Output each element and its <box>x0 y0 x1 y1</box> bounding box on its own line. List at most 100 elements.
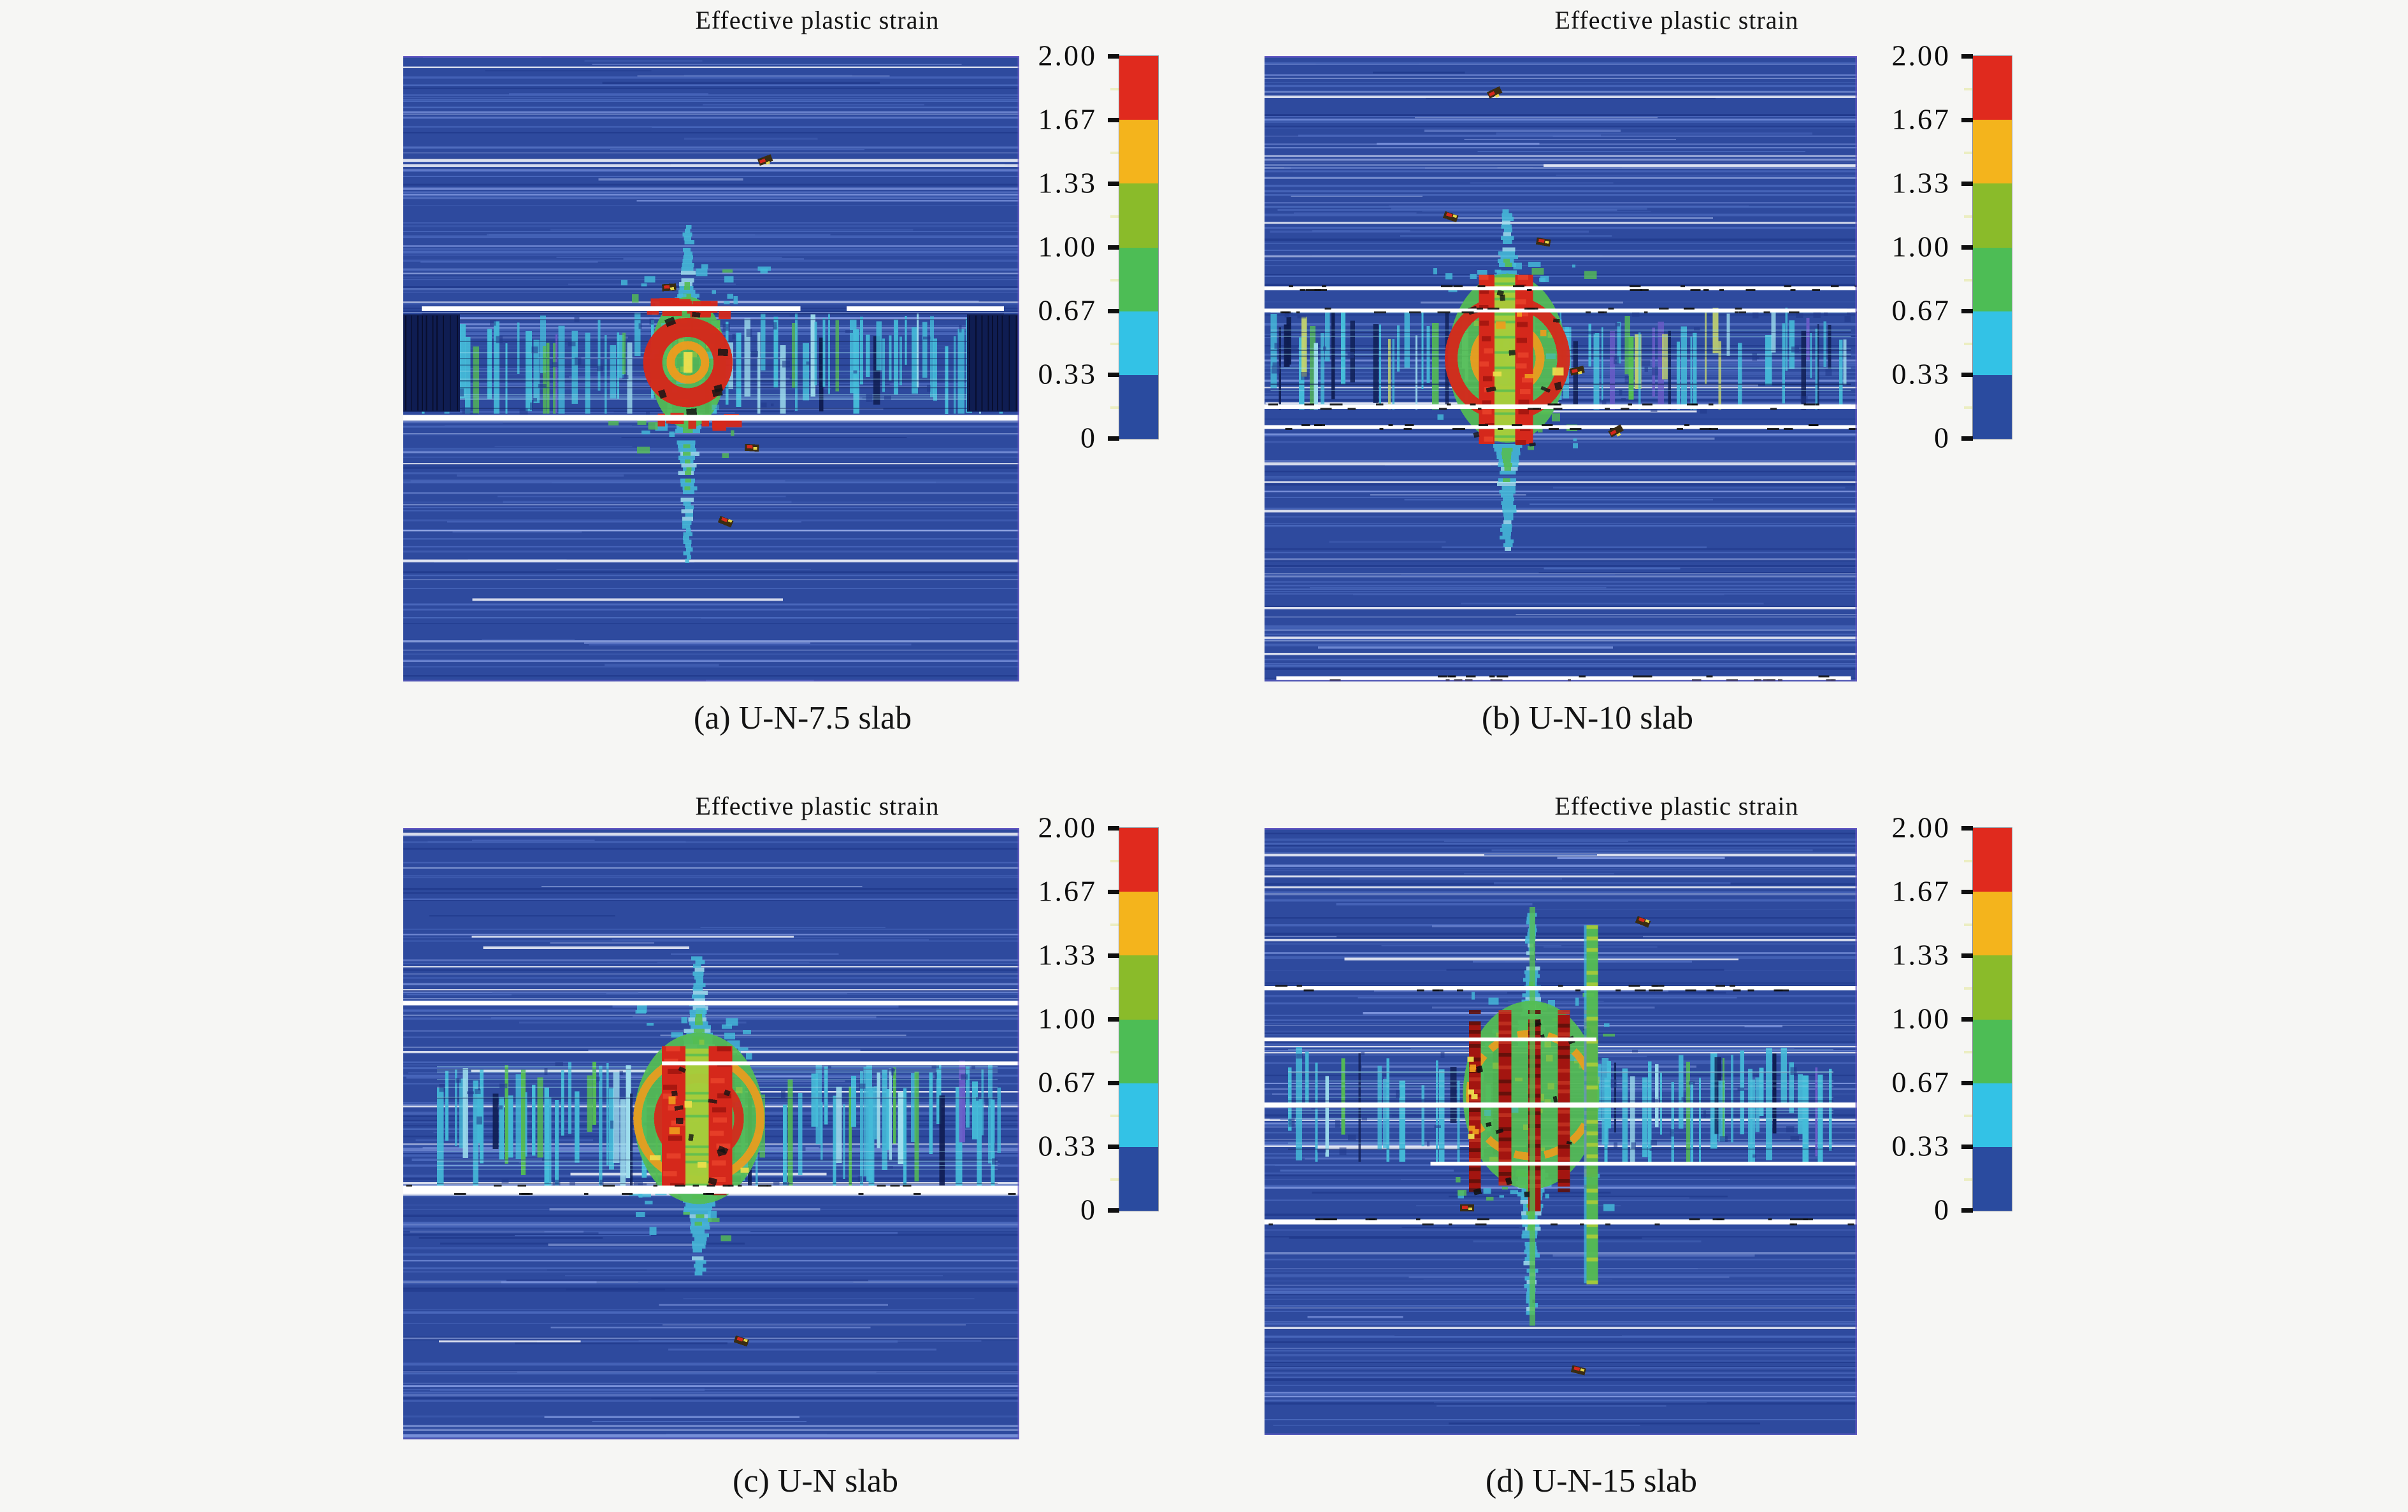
panel-d-colorbar: 2.00 1.67 1.33 1.00 0.67 0.33 0 <box>1868 811 2021 1261</box>
colorbar-tick-label: 2.00 <box>1038 39 1097 72</box>
colorbar-tick-mark <box>1108 1017 1119 1022</box>
colorbar-segment-2 <box>1973 183 2012 248</box>
colorbar-minor-tick <box>1964 1115 1972 1117</box>
panel-c-colorbar: 2.00 1.67 1.33 1.00 0.67 0.33 0 <box>1015 811 1168 1261</box>
colorbar-tick-label: 2.00 <box>1038 811 1097 844</box>
colorbar-segment-1 <box>1119 892 1158 956</box>
colorbar-tick-label: 2.00 <box>1891 39 1951 72</box>
colorbar-tick-label: 1.00 <box>1038 1002 1097 1035</box>
colorbar-tick-label: 0.33 <box>1891 1129 1951 1162</box>
panel-c-caption: (c) U-N slab <box>733 1463 898 1499</box>
colorbar-gradient <box>1119 55 1159 439</box>
colorbar-tick-label: 1.67 <box>1038 874 1097 908</box>
colorbar-minor-tick <box>1964 152 1972 154</box>
panel-a-contour-plot <box>403 56 1019 681</box>
colorbar-minor-tick <box>1964 924 1972 926</box>
colorbar-tick-mark <box>1961 245 1973 250</box>
panel-b-contour-plot <box>1265 56 1857 681</box>
colorbar-segment-0 <box>1973 56 2012 120</box>
colorbar-minor-tick <box>1110 279 1119 282</box>
colorbar-tick-mark <box>1108 309 1119 313</box>
colorbar-tick-mark <box>1961 826 1973 831</box>
colorbar-tick-label: 0 <box>1080 421 1097 454</box>
colorbar-tick-mark <box>1108 54 1119 59</box>
colorbar-tick-label: 0 <box>1080 1193 1097 1226</box>
colorbar-minor-tick <box>1110 343 1119 345</box>
colorbar-tick-label: 1.33 <box>1891 938 1951 971</box>
panel-group-d: Effective plastic strain 2.00 1.67 1.33 1.0… <box>1265 777 2169 1512</box>
colorbar-minor-tick <box>1110 860 1119 862</box>
colorbar-tick-mark <box>1961 436 1973 441</box>
colorbar-minor-tick <box>1964 1051 1972 1053</box>
colorbar-segment-3 <box>1119 1019 1158 1083</box>
colorbar-tick-mark <box>1108 1081 1119 1085</box>
colorbar-tick-mark <box>1108 436 1119 441</box>
panel-b-colorbar: 2.00 1.67 1.33 1.00 0.67 0.33 0 <box>1868 39 2021 489</box>
colorbar-minor-tick <box>1110 1051 1119 1053</box>
colorbar-tick-mark <box>1108 245 1119 250</box>
panel-a-caption: (a) U-N-7.5 slab <box>693 700 912 736</box>
panel-group-a: Effective plastic strain 2.00 1.67 1.33 1.0… <box>403 5 1308 757</box>
colorbar-tick-label: 0.33 <box>1038 357 1097 390</box>
colorbar-minor-tick <box>1964 860 1972 862</box>
colorbar-tick-mark <box>1961 1081 1973 1085</box>
colorbar-minor-tick <box>1110 215 1119 218</box>
colorbar-segment-1 <box>1973 120 2012 184</box>
colorbar-tick-mark <box>1961 1145 1973 1149</box>
colorbar-segment-5 <box>1119 1146 1158 1211</box>
colorbar-minor-tick <box>1964 1178 1972 1181</box>
panel-group-c: Effective plastic strain 2.00 1.67 1.33 1.0… <box>403 777 1308 1512</box>
colorbar-tick-mark <box>1108 373 1119 377</box>
colorbar-segment-5 <box>1973 1146 2012 1211</box>
colorbar-minor-tick <box>1964 343 1972 345</box>
colorbar-tick-label: 1.33 <box>1038 938 1097 971</box>
colorbar-segment-4 <box>1973 311 2012 375</box>
colorbar-segment-3 <box>1119 247 1158 311</box>
colorbar-tick-label: 0.33 <box>1038 1129 1097 1162</box>
colorbar-segment-4 <box>1973 1083 2012 1147</box>
colorbar-segment-2 <box>1119 955 1158 1020</box>
colorbar-minor-tick <box>1964 88 1972 90</box>
colorbar-tick-label: 1.67 <box>1891 874 1951 908</box>
colorbar-segment-1 <box>1119 120 1158 184</box>
panel-d-title: Effective plastic strain <box>1554 792 1799 820</box>
colorbar-segment-5 <box>1973 374 2012 439</box>
colorbar-minor-tick <box>1964 987 1972 990</box>
panel-d-contour-plot <box>1265 828 1857 1435</box>
colorbar-tick-mark <box>1961 54 1973 59</box>
panel-c-contour-plot <box>403 828 1019 1439</box>
panel-b-title: Effective plastic strain <box>1554 6 1799 34</box>
panel-b-caption: (b) U-N-10 slab <box>1481 700 1694 736</box>
colorbar-tick-mark <box>1961 373 1973 377</box>
colorbar-minor-tick <box>1964 406 1972 409</box>
colorbar-gradient <box>1972 827 2012 1211</box>
colorbar-minor-tick <box>1964 279 1972 282</box>
colorbar-tick-label: 1.00 <box>1891 1002 1951 1035</box>
colorbar-tick-label: 1.33 <box>1891 166 1951 199</box>
colorbar-segment-1 <box>1973 892 2012 956</box>
colorbar-tick-mark <box>1961 1208 1973 1213</box>
panel-group-b: Effective plastic strain 2.00 1.67 1.33 1.0… <box>1265 5 2169 757</box>
panel-a-colorbar: 2.00 1.67 1.33 1.00 0.67 0.33 0 <box>1015 39 1168 489</box>
panel-d-caption: (d) U-N-15 slab <box>1485 1463 1698 1499</box>
colorbar-gradient <box>1119 827 1159 1211</box>
colorbar-tick-mark <box>1108 182 1119 186</box>
colorbar-tick-label: 0.67 <box>1038 294 1097 327</box>
colorbar-tick-mark <box>1961 1017 1973 1022</box>
colorbar-minor-tick <box>1964 215 1972 218</box>
colorbar-segment-0 <box>1119 828 1158 892</box>
colorbar-tick-mark <box>1108 953 1119 958</box>
colorbar-tick-label: 0.67 <box>1891 294 1951 327</box>
colorbar-gradient <box>1972 55 2012 439</box>
colorbar-minor-tick <box>1110 924 1119 926</box>
colorbar-segment-2 <box>1119 183 1158 248</box>
colorbar-tick-mark <box>1108 1145 1119 1149</box>
colorbar-tick-label: 1.67 <box>1038 103 1097 136</box>
colorbar-tick-label: 0.67 <box>1038 1066 1097 1099</box>
colorbar-segment-2 <box>1973 955 2012 1020</box>
panel-a-title: Effective plastic strain <box>695 6 940 34</box>
colorbar-tick-mark <box>1108 1208 1119 1213</box>
colorbar-minor-tick <box>1110 88 1119 90</box>
colorbar-tick-mark <box>1961 890 1973 894</box>
colorbar-minor-tick <box>1110 152 1119 154</box>
